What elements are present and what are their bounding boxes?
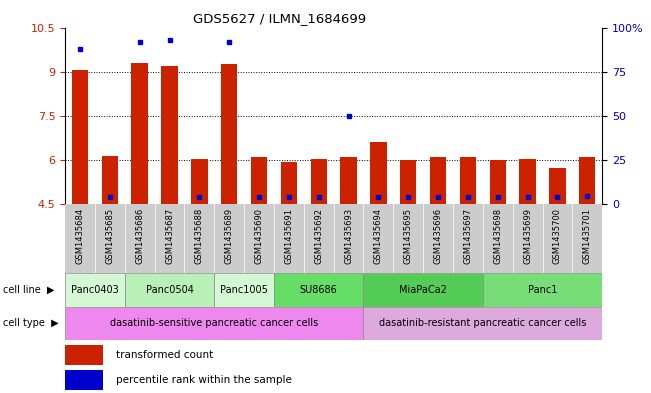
Bar <box>460 157 476 204</box>
Bar <box>65 204 602 273</box>
Bar <box>132 63 148 204</box>
Text: GSM1435687: GSM1435687 <box>165 208 174 264</box>
Bar <box>370 142 387 204</box>
Title: GDS5627 / ILMN_1684699: GDS5627 / ILMN_1684699 <box>193 12 367 25</box>
Text: GSM1435688: GSM1435688 <box>195 208 204 264</box>
Text: GSM1435699: GSM1435699 <box>523 208 532 264</box>
Text: Panc0403: Panc0403 <box>71 285 119 295</box>
Bar <box>161 66 178 204</box>
Text: GSM1435694: GSM1435694 <box>374 208 383 264</box>
Text: MiaPaCa2: MiaPaCa2 <box>399 285 447 295</box>
Bar <box>65 307 363 340</box>
Text: Panc1: Panc1 <box>528 285 557 295</box>
Bar <box>311 159 327 204</box>
Text: GSM1435692: GSM1435692 <box>314 208 323 264</box>
Bar <box>65 273 125 307</box>
Text: percentile rank within the sample: percentile rank within the sample <box>116 375 292 385</box>
Text: GSM1435698: GSM1435698 <box>493 208 502 264</box>
Text: GSM1435693: GSM1435693 <box>344 208 353 264</box>
Bar <box>579 157 596 204</box>
Text: GSM1435684: GSM1435684 <box>76 208 85 264</box>
Text: cell line  ▶: cell line ▶ <box>3 285 55 295</box>
Text: GSM1435697: GSM1435697 <box>464 208 473 264</box>
Bar <box>274 273 363 307</box>
Text: GSM1435690: GSM1435690 <box>255 208 264 264</box>
Text: dasatinib-resistant pancreatic cancer cells: dasatinib-resistant pancreatic cancer ce… <box>379 318 587 328</box>
Bar <box>191 159 208 204</box>
Bar <box>102 156 118 204</box>
Bar <box>214 273 274 307</box>
Bar <box>251 157 268 204</box>
Bar <box>65 345 103 365</box>
Text: GSM1435685: GSM1435685 <box>105 208 115 264</box>
Bar <box>549 167 566 204</box>
Bar <box>490 160 506 204</box>
Text: GSM1435695: GSM1435695 <box>404 208 413 264</box>
Bar <box>281 162 297 204</box>
Text: dasatinib-sensitive pancreatic cancer cells: dasatinib-sensitive pancreatic cancer ce… <box>110 318 318 328</box>
Bar <box>430 157 447 204</box>
Text: GSM1435691: GSM1435691 <box>284 208 294 264</box>
Text: GSM1435701: GSM1435701 <box>583 208 592 264</box>
Text: Panc0504: Panc0504 <box>146 285 193 295</box>
Text: GSM1435686: GSM1435686 <box>135 208 144 264</box>
Bar <box>363 307 602 340</box>
Bar <box>400 160 417 204</box>
Text: GSM1435696: GSM1435696 <box>434 208 443 264</box>
Text: SU8686: SU8686 <box>300 285 338 295</box>
Text: GSM1435689: GSM1435689 <box>225 208 234 264</box>
Text: Panc1005: Panc1005 <box>220 285 268 295</box>
Bar <box>221 64 238 204</box>
Bar <box>125 273 214 307</box>
Text: transformed count: transformed count <box>116 350 214 360</box>
Bar <box>519 159 536 204</box>
Bar <box>65 370 103 390</box>
Bar <box>483 273 602 307</box>
Bar <box>340 157 357 204</box>
Bar <box>363 273 483 307</box>
Bar <box>72 70 89 204</box>
Text: GSM1435700: GSM1435700 <box>553 208 562 264</box>
Text: cell type  ▶: cell type ▶ <box>3 318 59 328</box>
